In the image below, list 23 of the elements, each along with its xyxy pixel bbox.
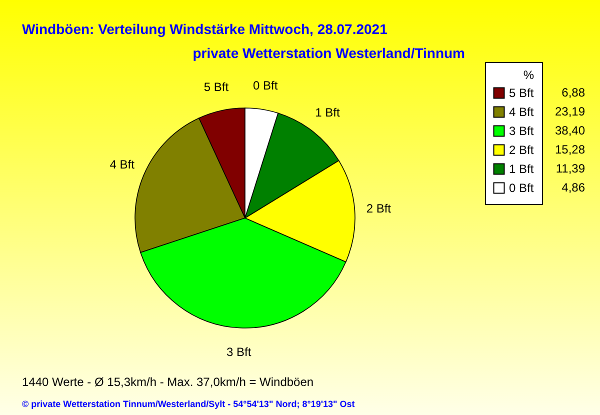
slice-label: 5 Bft xyxy=(204,80,230,94)
data-label: 11,39 xyxy=(556,162,586,176)
slice-label: 2 Bft xyxy=(366,202,392,216)
slice-label: 1 Bft xyxy=(315,105,340,120)
legend-label: 5 Bft xyxy=(509,86,534,100)
slice-label: 3 Bft xyxy=(226,344,252,359)
data-label: 6,88 xyxy=(562,86,586,100)
legend-label: 4 Bft xyxy=(509,105,534,119)
legend-label: 1 Bft xyxy=(509,162,534,176)
data-label: 15,28 xyxy=(554,142,586,157)
slice-label: 0 Bft xyxy=(253,78,278,93)
slice-label: 4 Bft xyxy=(110,158,136,172)
data-label: 23,19 xyxy=(554,104,586,119)
legend-title: % xyxy=(523,68,534,82)
legend-label: 3 Bft xyxy=(509,124,534,138)
legend-label: 0 Bft xyxy=(509,181,534,195)
text: 1440 Werte - Ø 15,3km/h - Max. 37,0km/h = Windböen xyxy=(22,375,314,389)
data-label: 38,40 xyxy=(554,124,586,138)
chart-title: Windböen: Verteilung Windstärke Mittwoch, 28.07.2021 xyxy=(22,21,388,37)
legend-label: 2 Bft xyxy=(509,143,534,157)
data-label: 4,86 xyxy=(562,180,586,195)
text: © private Wetterstation Tinnum/Westerland/Sylt - 54°54'13" Nord; 8°19'13" Ost xyxy=(22,399,355,409)
chart-subtitle: private Wetterstation Westerland/Tinnum xyxy=(192,45,465,61)
